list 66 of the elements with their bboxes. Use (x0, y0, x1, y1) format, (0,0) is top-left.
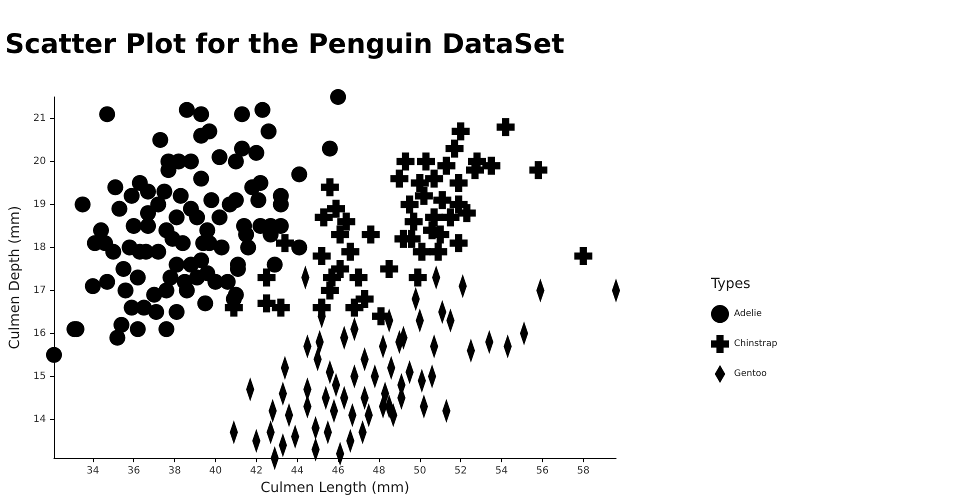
point (341, 242, 360, 261)
point (327, 200, 346, 218)
point (433, 191, 452, 210)
x-tick-label: 40 (209, 466, 222, 477)
x-tick-label: 56 (536, 466, 549, 477)
point (437, 156, 456, 175)
point (396, 152, 415, 170)
point (258, 268, 276, 287)
y-tick-label: 14 (33, 414, 46, 425)
x-tick-label: 52 (454, 466, 468, 477)
x-axis-title: Culmen Length (mm) (260, 480, 410, 496)
x-tick-label: 34 (86, 466, 100, 477)
point (320, 178, 339, 196)
y-tick-label: 20 (33, 156, 46, 167)
x-tick-label: 50 (413, 466, 426, 477)
point (458, 204, 476, 222)
point (529, 161, 548, 180)
point (429, 242, 448, 261)
x-tick-label: 44 (290, 466, 304, 477)
x-tick-label: 36 (127, 466, 140, 477)
x-tick-label: 46 (332, 466, 344, 477)
point (414, 186, 433, 205)
point (496, 118, 515, 136)
y-tick-label: 19 (33, 198, 46, 210)
point (320, 281, 339, 300)
y-tick-label: 21 (33, 112, 46, 124)
legend-label: Adelie (734, 309, 762, 319)
point (441, 208, 460, 226)
point (574, 247, 592, 266)
point (416, 152, 435, 170)
point (350, 268, 368, 287)
point (408, 268, 427, 287)
point (314, 208, 333, 226)
legend-title: Types (710, 276, 750, 292)
x-tick-label: 42 (250, 466, 263, 477)
legend-label: Chinstrap (734, 339, 778, 349)
point (258, 294, 276, 312)
x-tick-label: 38 (168, 466, 181, 477)
point (331, 226, 350, 244)
point (482, 156, 500, 175)
chart-title: Scatter Plot for the Penguin DataSet (5, 29, 565, 60)
y-axis-title: Culmen Depth (mm) (7, 206, 23, 350)
point (450, 234, 468, 252)
point (272, 298, 290, 317)
y-tick-label: 18 (33, 242, 46, 253)
point (356, 290, 374, 308)
point (450, 174, 468, 192)
point (337, 212, 356, 231)
legend-label: Gentoo (734, 369, 768, 379)
x-tick-label: 58 (576, 466, 590, 477)
point (404, 212, 423, 231)
point (362, 226, 380, 244)
point (446, 140, 464, 158)
x-tick-label: 54 (495, 466, 508, 477)
point (390, 170, 408, 188)
point (412, 242, 431, 261)
y-tick-label: 16 (33, 328, 46, 339)
y-tick-label: 17 (33, 284, 46, 296)
y-tick-label: 15 (33, 370, 46, 382)
point (380, 260, 398, 278)
point (312, 247, 331, 266)
point (452, 122, 470, 140)
point (425, 170, 444, 188)
x-tick-label: 48 (372, 466, 386, 477)
point (276, 234, 294, 252)
point (400, 195, 419, 214)
